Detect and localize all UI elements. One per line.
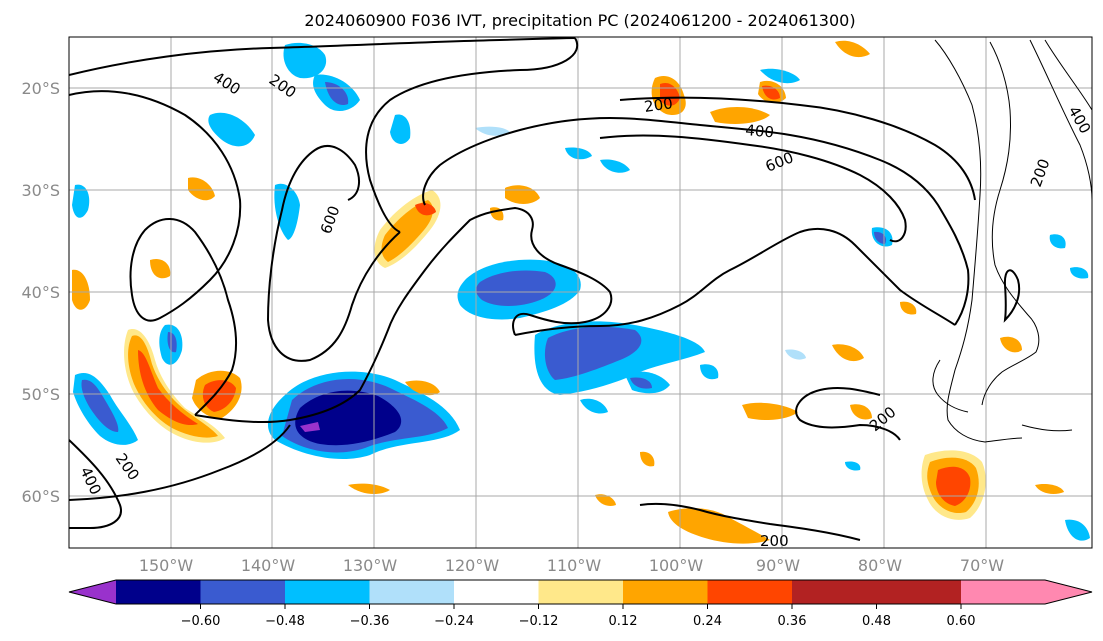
lon-label: 140°W: [241, 556, 296, 575]
colorbar-label: −0.48: [265, 614, 305, 629]
lon-label: 70°W: [960, 556, 1004, 575]
colorbar-label: 0.24: [693, 614, 722, 629]
latitude-labels: 20°S 30°S 40°S 50°S 60°S: [21, 79, 60, 506]
colorbar-segment: [285, 580, 370, 604]
colorbar-segment: [707, 580, 792, 604]
colorbar-min-extension: [69, 580, 116, 604]
colorbar-segment: [200, 580, 285, 604]
colorbar-segment: [623, 580, 708, 604]
longitude-labels: 150°W 140°W 130°W 120°W 110°W 100°W 90°W…: [139, 556, 1004, 575]
lat-label: 60°S: [21, 487, 60, 506]
lat-label: 50°S: [21, 385, 60, 404]
lat-label: 40°S: [21, 283, 60, 302]
colorbar: −0.60 −0.48 −0.36 −0.24 −0.12 0.12 0.24 …: [68, 579, 1093, 629]
colorbar-label: 0.12: [609, 614, 638, 629]
colorbar-segment: [876, 580, 961, 604]
lon-label: 80°W: [858, 556, 902, 575]
lat-label: 20°S: [21, 79, 60, 98]
colorbar-segment: [369, 580, 454, 604]
colorbar-label: −0.36: [350, 614, 390, 629]
colorbar-outline: [68, 579, 1093, 605]
colorbar-max-extension: [961, 580, 1092, 604]
colorbar-segment: [454, 580, 539, 604]
graticule: [69, 37, 1092, 548]
coastline: [932, 39, 1092, 443]
contour-label: 200: [643, 94, 674, 116]
colorbar-segment: [792, 580, 877, 604]
colorbar-label: −0.12: [519, 614, 559, 629]
ivt-contours: [69, 37, 1021, 541]
lon-label: 100°W: [649, 556, 704, 575]
colorbar-label: 0.36: [778, 614, 807, 629]
figure-title: 2024060900 F036 IVT, precipitation PC (2…: [304, 11, 855, 30]
precip-fill-negative: [72, 42, 1090, 541]
colorbar-segment: [538, 580, 623, 604]
colorbar-label: −0.60: [181, 614, 221, 629]
lon-label: 110°W: [547, 556, 602, 575]
colorbar-label: 0.48: [862, 614, 891, 629]
lon-label: 150°W: [139, 556, 194, 575]
contour-label: 400: [745, 121, 775, 141]
colorbar-label: −0.24: [434, 614, 474, 629]
lon-label: 120°W: [445, 556, 500, 575]
colorbar-label: 0.60: [947, 614, 976, 629]
colorbar-segment: [116, 580, 201, 604]
map-frame: [68, 36, 1093, 549]
lat-label: 30°S: [21, 181, 60, 200]
lon-label: 130°W: [343, 556, 398, 575]
contour-label: 200: [760, 532, 789, 550]
lon-label: 90°W: [756, 556, 800, 575]
